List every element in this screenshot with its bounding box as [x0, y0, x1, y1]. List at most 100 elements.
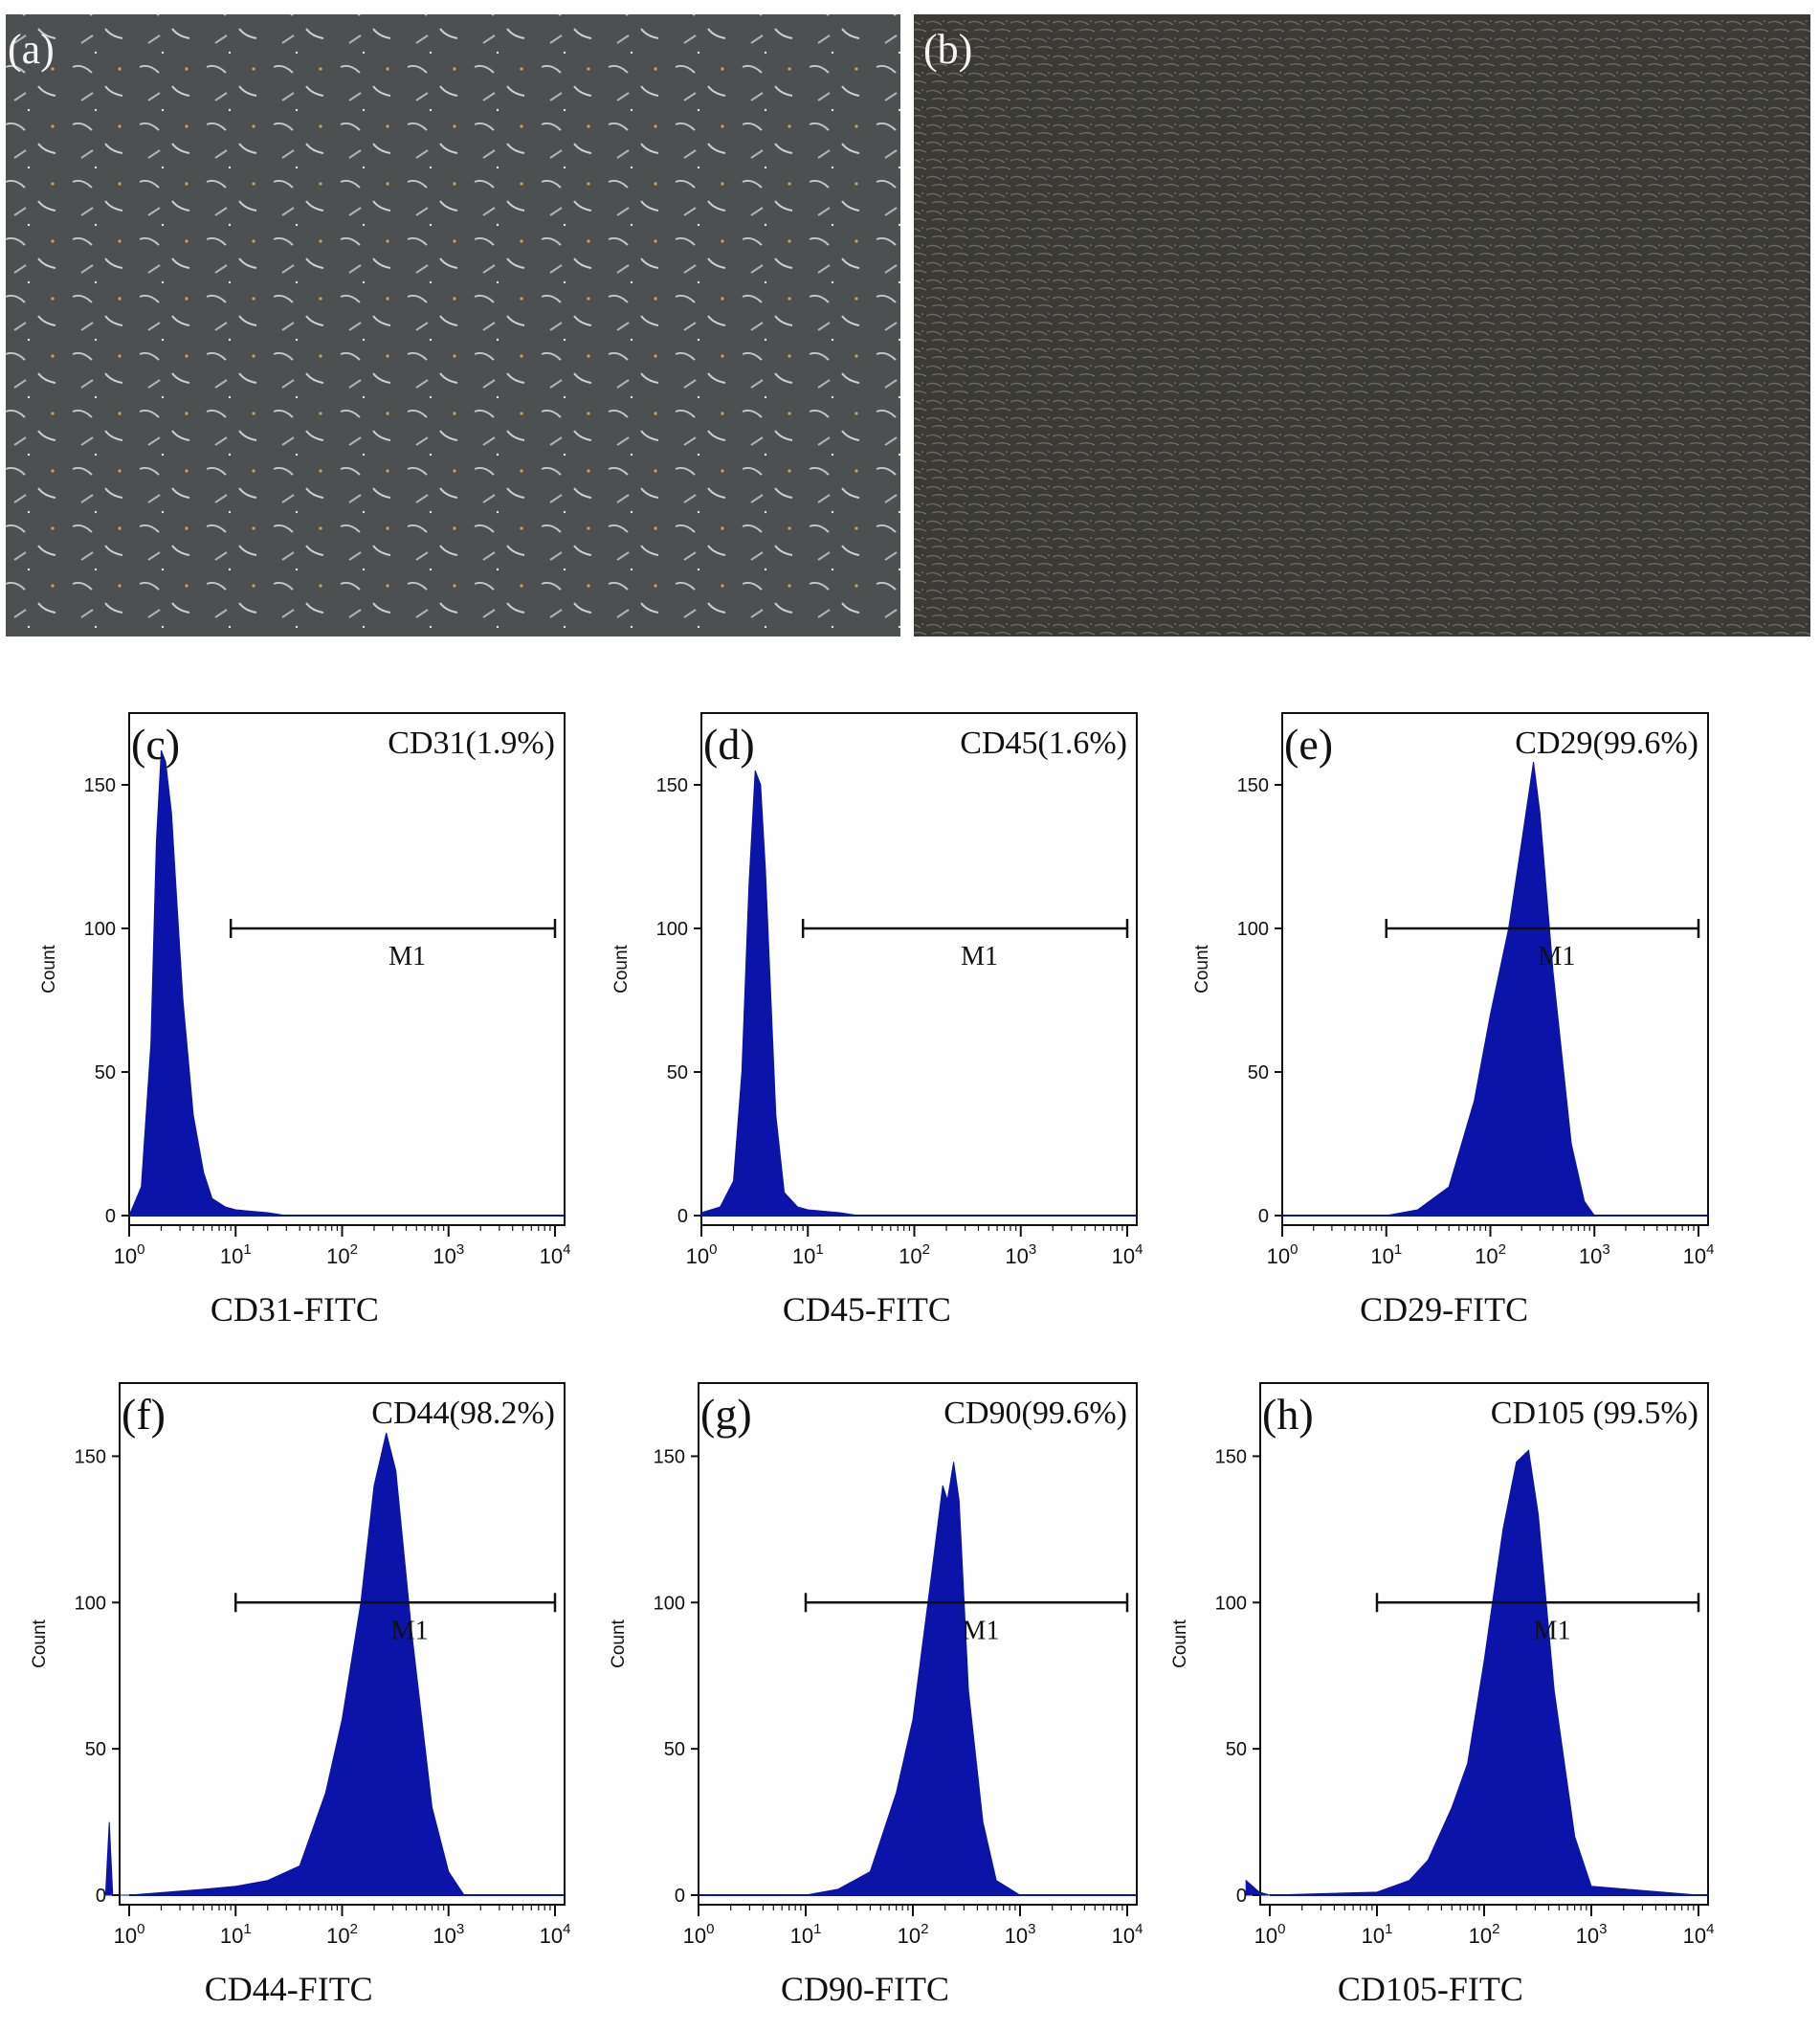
y-tick-label: 150: [75, 1446, 106, 1467]
x-tick-label: 100: [1267, 1241, 1298, 1268]
x-tick-label: 102: [898, 1921, 929, 1948]
x-tick-label: 101: [790, 1921, 822, 1948]
x-axis-label: CD90-FITC: [781, 1970, 949, 2008]
histogram-panel-6: 0 50 100 150 Count 100 101 102 103 104 CD105-FITC M…: [1170, 1382, 1715, 2008]
x-tick-label: 102: [326, 1241, 358, 1268]
panel-annotation: CD105 (99.5%): [1491, 1396, 1698, 1431]
y-tick-label: 0: [105, 1206, 116, 1227]
y-tick-label: 100: [656, 919, 688, 940]
y-tick-label: 150: [1215, 1446, 1247, 1467]
y-tick-label: 50: [85, 1739, 106, 1760]
photo-b: (b): [914, 14, 1810, 636]
x-tick-label: 104: [1112, 1921, 1143, 1948]
histogram-area: [104, 1432, 555, 1896]
x-tick-label: 104: [540, 1921, 571, 1948]
histogram-panel-3: 0 50 100 150 Count 100 101 102 103 104 CD29-FITC M1…: [1192, 712, 1715, 1329]
y-tick-label: 100: [75, 1593, 106, 1614]
panel-annotation: CD45(1.6%): [960, 726, 1127, 761]
y-tick-label: 150: [84, 775, 116, 796]
x-tick-label: 104: [1683, 1921, 1715, 1948]
x-tick-label: 103: [433, 1241, 464, 1268]
y-tick-label: 0: [96, 1886, 106, 1907]
y-tick-label: 50: [667, 1062, 688, 1083]
x-tick-label: 103: [433, 1921, 464, 1948]
x-tick-label: 102: [1475, 1241, 1506, 1268]
y-tick-label: 0: [1258, 1206, 1269, 1227]
y-axis-label: Count: [1170, 1619, 1190, 1667]
photo-a-label: (a): [8, 26, 55, 73]
y-axis-label: Count: [1192, 944, 1212, 993]
y-tick-label: 150: [654, 1446, 685, 1467]
marker-label-m1: M1: [1534, 1616, 1571, 1645]
y-tick-label: 100: [84, 919, 116, 940]
photo-panels: (a) (b): [6, 14, 1810, 636]
plot-frame: [1281, 712, 1709, 1226]
histogram-panel-1: 0 50 100 150 Count 100 101 102 103 104 CD31-FITC M1…: [39, 712, 571, 1329]
y-axis-label: Count: [39, 944, 59, 993]
x-tick-label: 103: [1579, 1241, 1610, 1268]
panel-annotation: CD31(1.9%): [388, 726, 555, 761]
panel-label: (c): [131, 720, 180, 769]
panel-annotation: CD44(98.2%): [371, 1396, 555, 1431]
x-axis-label: CD105-FITC: [1338, 1970, 1523, 2008]
x-tick-label: 102: [899, 1241, 930, 1268]
panel-label: (h): [1262, 1390, 1314, 1439]
x-tick-label: 104: [1112, 1241, 1143, 1268]
x-tick-label: 101: [220, 1921, 252, 1948]
marker-label-m1: M1: [961, 942, 998, 971]
plot-frame: [128, 712, 566, 1226]
x-tick-label: 103: [1005, 1921, 1036, 1948]
histogram-panel-2: 0 50 100 150 Count 100 101 102 103 104 CD45-FITC M1…: [611, 712, 1143, 1329]
x-axis-label: CD45-FITC: [783, 1290, 951, 1329]
y-tick-label: 100: [1237, 919, 1269, 940]
y-tick-label: 100: [1215, 1593, 1247, 1614]
x-tick-label: 104: [1683, 1241, 1715, 1268]
panel-label: (e): [1284, 720, 1333, 769]
y-tick-label: 50: [95, 1062, 116, 1083]
y-tick-label: 150: [656, 775, 688, 796]
panel-label: (d): [703, 720, 755, 769]
marker-label-m1: M1: [963, 1616, 1000, 1645]
y-axis-label: Count: [30, 1619, 50, 1667]
x-tick-label: 102: [326, 1921, 358, 1948]
histogram-area: [700, 770, 1127, 1217]
x-tick-label: 102: [1469, 1921, 1500, 1948]
x-axis-label: CD31-FITC: [211, 1290, 379, 1329]
y-tick-label: 0: [677, 1206, 688, 1227]
x-tick-label: 103: [1576, 1921, 1608, 1948]
y-tick-label: 150: [1237, 775, 1269, 796]
y-tick-label: 50: [1248, 1062, 1269, 1083]
x-tick-label: 101: [1370, 1241, 1402, 1268]
y-axis-label: Count: [611, 944, 632, 993]
y-tick-label: 50: [1226, 1739, 1247, 1760]
plot-frame: [698, 1382, 1138, 1906]
histogram-area: [128, 749, 555, 1217]
histogram-area: [805, 1462, 1127, 1896]
histogram-panel-5: 0 50 100 150 Count 100 101 102 103 104 CD90-FITC M1…: [609, 1382, 1143, 2008]
x-tick-label: 101: [792, 1241, 824, 1268]
marker-label-m1: M1: [1538, 942, 1575, 971]
panel-annotation: CD90(99.6%): [943, 1396, 1127, 1431]
x-axis-label: CD29-FITC: [1360, 1290, 1528, 1329]
panel-label: (g): [700, 1390, 752, 1439]
x-tick-label: 101: [220, 1241, 252, 1268]
y-tick-label: 0: [1236, 1886, 1247, 1907]
x-tick-label: 100: [686, 1241, 718, 1268]
histogram-area: [1245, 1449, 1699, 1896]
y-tick-label: 50: [664, 1739, 685, 1760]
x-tick-label: 100: [114, 1921, 145, 1948]
y-tick-label: 0: [675, 1886, 685, 1907]
panel-annotation: CD29(99.6%): [1515, 726, 1698, 761]
x-tick-label: 100: [114, 1241, 145, 1268]
plot-frame: [700, 712, 1138, 1226]
photo-b-label: (b): [923, 26, 972, 73]
marker-label-m1: M1: [388, 942, 426, 971]
histogram-panel-4: 0 50 100 150 Count 100 101 102 103 104 CD44-FITC M1…: [30, 1382, 571, 2008]
x-tick-label: 103: [1005, 1241, 1036, 1268]
x-tick-label: 100: [1254, 1921, 1286, 1948]
x-tick-label: 104: [540, 1241, 571, 1268]
x-tick-label: 101: [1362, 1921, 1393, 1948]
x-axis-label: CD44-FITC: [205, 1970, 373, 2008]
x-tick-label: 100: [683, 1921, 715, 1948]
